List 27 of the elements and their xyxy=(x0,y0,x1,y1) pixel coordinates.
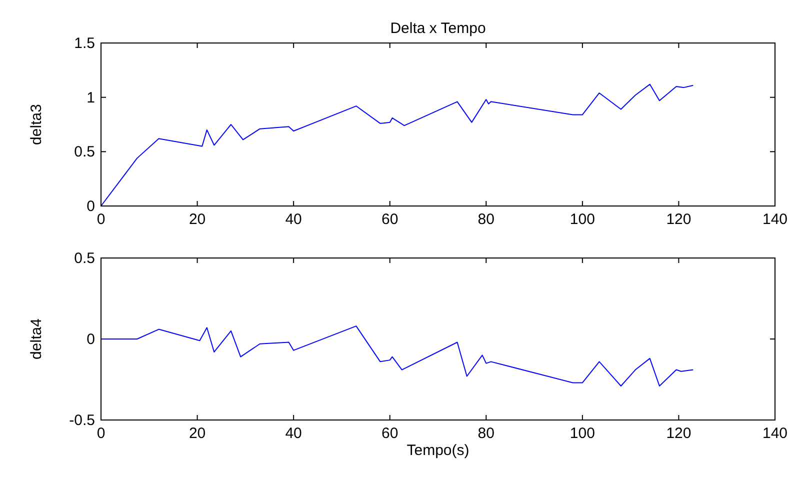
x-tick-label: 80 xyxy=(478,211,494,228)
x-tick-label: 20 xyxy=(188,211,206,228)
x-tick-label: 140 xyxy=(762,425,788,442)
x-tick-label: 120 xyxy=(666,425,692,442)
y-tick-label: 0 xyxy=(86,198,95,215)
x-tick-label: 20 xyxy=(188,425,206,442)
x-tick-label: 140 xyxy=(762,211,788,228)
x-tick-label: 60 xyxy=(382,211,398,228)
y-tick-label: 0 xyxy=(86,331,95,348)
y-tick-label: 0.5 xyxy=(74,144,95,161)
y-tick-label: 1 xyxy=(86,89,95,106)
x-tick-label: 60 xyxy=(382,425,398,442)
y-tick-label: -0.5 xyxy=(69,412,95,429)
y-tick-label: 0.5 xyxy=(74,250,95,267)
x-tick-label: 80 xyxy=(478,425,494,442)
y-tick-label: 1.5 xyxy=(74,35,95,52)
x-tick-label: 100 xyxy=(570,211,595,228)
x-tick-label: 100 xyxy=(570,425,595,442)
line-series xyxy=(100,84,694,206)
x-tick-label: 120 xyxy=(666,211,692,228)
x-tick-label: 40 xyxy=(285,425,302,442)
x-axis-title: Tempo(s) xyxy=(406,442,470,459)
line-series xyxy=(100,326,694,386)
y-axis-title: delta3 xyxy=(28,104,45,145)
x-tick-label: 40 xyxy=(285,211,302,228)
y-axis-title: delta4 xyxy=(28,318,45,360)
chart-title: Delta x Tempo xyxy=(390,20,486,37)
